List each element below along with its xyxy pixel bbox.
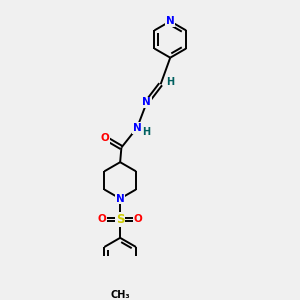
Text: N: N bbox=[116, 194, 124, 204]
Text: N: N bbox=[133, 123, 142, 133]
Text: O: O bbox=[98, 214, 106, 224]
Text: N: N bbox=[142, 98, 151, 107]
Text: CH₃: CH₃ bbox=[110, 290, 130, 300]
Text: O: O bbox=[134, 214, 143, 224]
Text: H: H bbox=[142, 127, 150, 137]
Text: N: N bbox=[166, 16, 175, 26]
Text: H: H bbox=[166, 77, 174, 87]
Text: S: S bbox=[116, 213, 124, 226]
Text: O: O bbox=[100, 133, 109, 143]
